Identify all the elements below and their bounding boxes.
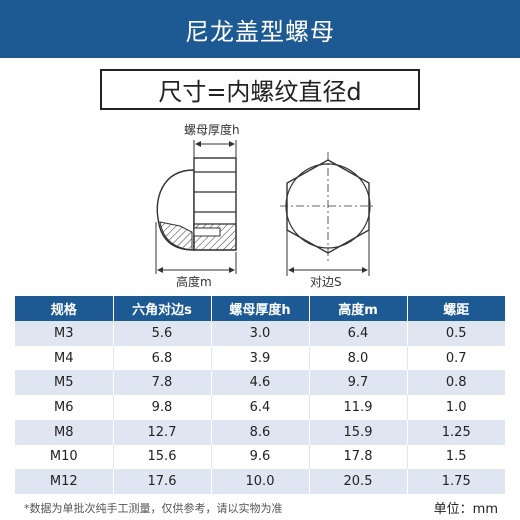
cell-thickness: 3.9 xyxy=(210,345,309,371)
label-thickness: 螺母厚度h xyxy=(184,122,240,137)
table-row: M10 15.6 9.6 17.8 1.5 xyxy=(15,444,505,470)
table-header-row: 规格 六角对边s 螺母厚度h 高度m 螺距 xyxy=(15,296,505,321)
cell-height: 11.9 xyxy=(308,395,407,420)
cell-spec: M12 xyxy=(15,469,113,494)
cell-height: 9.7 xyxy=(308,370,407,396)
size-definition-box: 尺寸=内螺纹直径d xyxy=(100,69,420,110)
cell-thickness: 6.4 xyxy=(210,395,309,420)
table-row: M12 17.6 10.0 20.5 1.75 xyxy=(15,469,505,494)
page-title: 尼龙盖型螺母 xyxy=(185,17,335,46)
cell-across-flats: 17.6 xyxy=(112,469,211,494)
cell-thickness: 3.0 xyxy=(210,321,309,346)
table-row: M3 5.6 3.0 6.4 0.5 xyxy=(15,321,505,346)
cell-pitch: 1.75 xyxy=(406,469,505,494)
thread-bore xyxy=(193,227,221,237)
spec-table: 规格 六角对边s 螺母厚度h 高度m 螺距 M3 5.6 3.0 6.4 0.5… xyxy=(15,296,505,494)
unit-label: 单位：mm xyxy=(433,502,498,517)
label-across-flats: 对边S xyxy=(310,275,342,289)
cell-across-flats: 7.8 xyxy=(112,370,211,396)
cap-nut-diagram: 螺母厚度h 高度m 对边S xyxy=(155,122,376,289)
cell-pitch: 0.8 xyxy=(406,370,505,396)
side-view xyxy=(155,140,237,274)
cell-height: 17.8 xyxy=(308,444,407,470)
cell-pitch: 0.7 xyxy=(406,345,505,371)
title-banner: 尼龙盖型螺母 xyxy=(0,0,520,58)
table-row: M6 9.8 6.4 11.9 1.0 xyxy=(15,395,505,420)
cell-across-flats: 15.6 xyxy=(112,444,211,470)
cell-height: 8.0 xyxy=(308,345,407,371)
footer-note: *数据为单批次纯手工测量，仅供参考，请以实物为准 xyxy=(24,502,283,515)
col-header-across-flats: 六角对边s xyxy=(112,296,211,321)
cell-across-flats: 6.8 xyxy=(112,345,211,371)
cell-height: 6.4 xyxy=(308,321,407,346)
cell-pitch: 0.5 xyxy=(406,321,505,346)
size-definition-text: 尺寸=内螺纹直径d xyxy=(158,78,362,106)
cell-spec: M8 xyxy=(15,419,113,445)
col-header-spec: 规格 xyxy=(15,296,113,321)
cell-spec: M6 xyxy=(15,395,113,420)
label-height: 高度m xyxy=(176,274,212,289)
col-header-pitch: 螺距 xyxy=(406,296,505,321)
table-row: M5 7.8 4.6 9.7 0.8 xyxy=(15,370,505,396)
col-header-height: 高度m xyxy=(308,296,407,321)
cell-spec: M4 xyxy=(15,345,113,371)
cell-pitch: 1.25 xyxy=(406,419,505,445)
cell-across-flats: 5.6 xyxy=(112,321,211,346)
cell-thickness: 9.6 xyxy=(210,444,309,470)
cell-pitch: 1.0 xyxy=(406,395,505,420)
cell-spec: M5 xyxy=(15,370,113,396)
cell-thickness: 8.6 xyxy=(210,419,309,445)
cell-across-flats: 12.7 xyxy=(112,419,211,445)
col-header-thickness: 螺母厚度h xyxy=(210,296,309,321)
cell-thickness: 10.0 xyxy=(210,469,309,494)
cell-across-flats: 9.8 xyxy=(112,395,211,420)
cell-spec: M3 xyxy=(15,321,113,346)
cell-spec: M10 xyxy=(15,444,113,470)
table-row: M8 12.7 8.6 15.9 1.25 xyxy=(15,419,505,445)
front-view xyxy=(280,152,376,276)
cell-height: 15.9 xyxy=(308,419,407,445)
cell-height: 20.5 xyxy=(308,469,407,494)
cell-pitch: 1.5 xyxy=(406,444,505,470)
cell-thickness: 4.6 xyxy=(210,370,309,396)
table-row: M4 6.8 3.9 8.0 0.7 xyxy=(15,345,505,371)
dome-section-hatch xyxy=(159,221,193,251)
